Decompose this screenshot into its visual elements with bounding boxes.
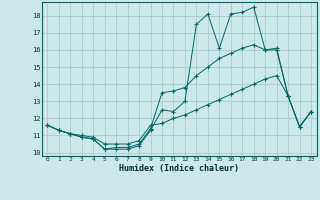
X-axis label: Humidex (Indice chaleur): Humidex (Indice chaleur) [119,164,239,173]
